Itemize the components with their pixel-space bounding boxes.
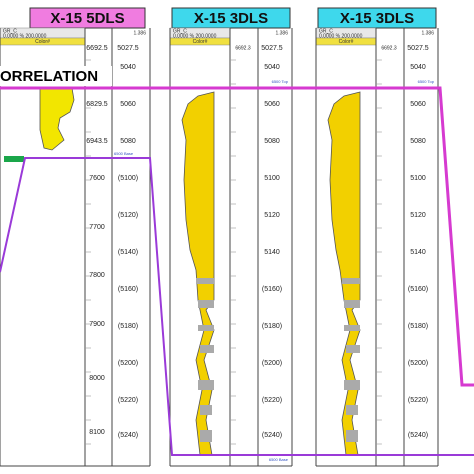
tvd-label: (5240) <box>262 432 282 439</box>
md-label: 6943.5 <box>86 138 108 145</box>
md-label: 7800 <box>89 272 105 279</box>
tvd-label: 5040 <box>410 64 426 71</box>
curve-scale: 0.0000 % 200.0000 <box>3 33 47 39</box>
banner-bg <box>0 66 112 86</box>
well-name: X-15 3DLS <box>194 10 268 27</box>
tvd-label: 5100 <box>264 175 280 182</box>
gr-fill <box>39 87 75 151</box>
tvd-label: (5120) <box>118 212 138 219</box>
tvd-label: 5027.5 <box>261 45 283 52</box>
well-name: X-15 5DLS <box>50 10 124 27</box>
well-header <box>29 7 146 29</box>
tvd-label: (5200) <box>408 360 428 367</box>
tvd-label: 5100 <box>410 175 426 182</box>
md-label: 6692.3 <box>381 45 397 51</box>
md-label: 8000 <box>89 375 105 382</box>
tvd-label: (5220) <box>262 397 282 404</box>
gr-shale-bands <box>196 278 214 442</box>
md-label: 6692.3 <box>235 45 251 51</box>
top-tag: 6500 Top <box>272 79 289 84</box>
tvd-label: 5140 <box>410 249 426 256</box>
tvd-label: (5200) <box>118 360 138 367</box>
md-label: 7900 <box>89 321 105 328</box>
well-name: X-15 3DLS <box>340 10 414 27</box>
curve-name: GR_C <box>3 28 17 34</box>
curve-ratio: 1.386 <box>275 30 288 36</box>
tvd-label: 5080 <box>264 138 280 145</box>
top-correlation-line <box>0 86 474 387</box>
tvd-label: (5240) <box>118 432 138 439</box>
md-label: 8100 <box>89 429 105 436</box>
tvd-label: (5180) <box>408 323 428 330</box>
banner-text: ORRELATION <box>0 68 98 85</box>
curve-ratio: 1.386 <box>133 30 146 36</box>
tvd-label: (5240) <box>408 432 428 439</box>
tvd-label: 5040 <box>120 64 136 71</box>
tvd-label: 5060 <box>410 101 426 108</box>
tvd-label: (5180) <box>262 323 282 330</box>
curve-name: GR_C <box>319 28 333 34</box>
md-label: 6692.5 <box>86 45 108 52</box>
md-label: 7600 <box>89 175 105 182</box>
tvd-label: 5120 <box>264 212 280 219</box>
tvd-label: 5040 <box>264 64 280 71</box>
tvd-label: (5220) <box>118 397 138 404</box>
tvd-label: 5027.5 <box>407 45 429 52</box>
marker-flag <box>4 156 24 162</box>
tvd-label: 5060 <box>264 101 280 108</box>
tvd-label: (5220) <box>408 397 428 404</box>
md-label: 7700 <box>89 224 105 231</box>
tvd-label: 5120 <box>410 212 426 219</box>
gr-shale-bands <box>342 278 360 442</box>
base-tag: 6500 Base <box>114 151 134 156</box>
well-header <box>317 7 437 29</box>
tvd-label: (5160) <box>262 286 282 293</box>
tvd-label: (5100) <box>118 175 138 182</box>
tvd-label: 5027.5 <box>117 45 139 52</box>
base-correlation-line <box>0 157 474 456</box>
curve-name: GR_C <box>173 28 187 34</box>
curve-ratio: 1.386 <box>421 30 434 36</box>
tvd-label: (5160) <box>408 286 428 293</box>
well-header <box>171 7 291 29</box>
tvd-label: (5180) <box>118 323 138 330</box>
tvd-label: 5140 <box>264 249 280 256</box>
tvd-label: (5160) <box>118 286 138 293</box>
curve-scale: 0.0000 % 200.0000 <box>173 33 217 39</box>
base-tag: 6500 Base <box>269 457 289 462</box>
fill-label: Color# <box>193 39 208 45</box>
fill-label: Color# <box>339 39 354 45</box>
tvd-label: 5080 <box>410 138 426 145</box>
md-label: 6829.5 <box>86 101 108 108</box>
tvd-label: (5200) <box>262 360 282 367</box>
tvd-label: 5080 <box>120 138 136 145</box>
fill-label: Color# <box>35 39 50 45</box>
tvd-label: (5140) <box>118 249 138 256</box>
tvd-label: 5060 <box>120 101 136 108</box>
curve-scale: 0.0000 % 200.0000 <box>319 33 363 39</box>
top-tag: 6500 Top <box>418 79 435 84</box>
